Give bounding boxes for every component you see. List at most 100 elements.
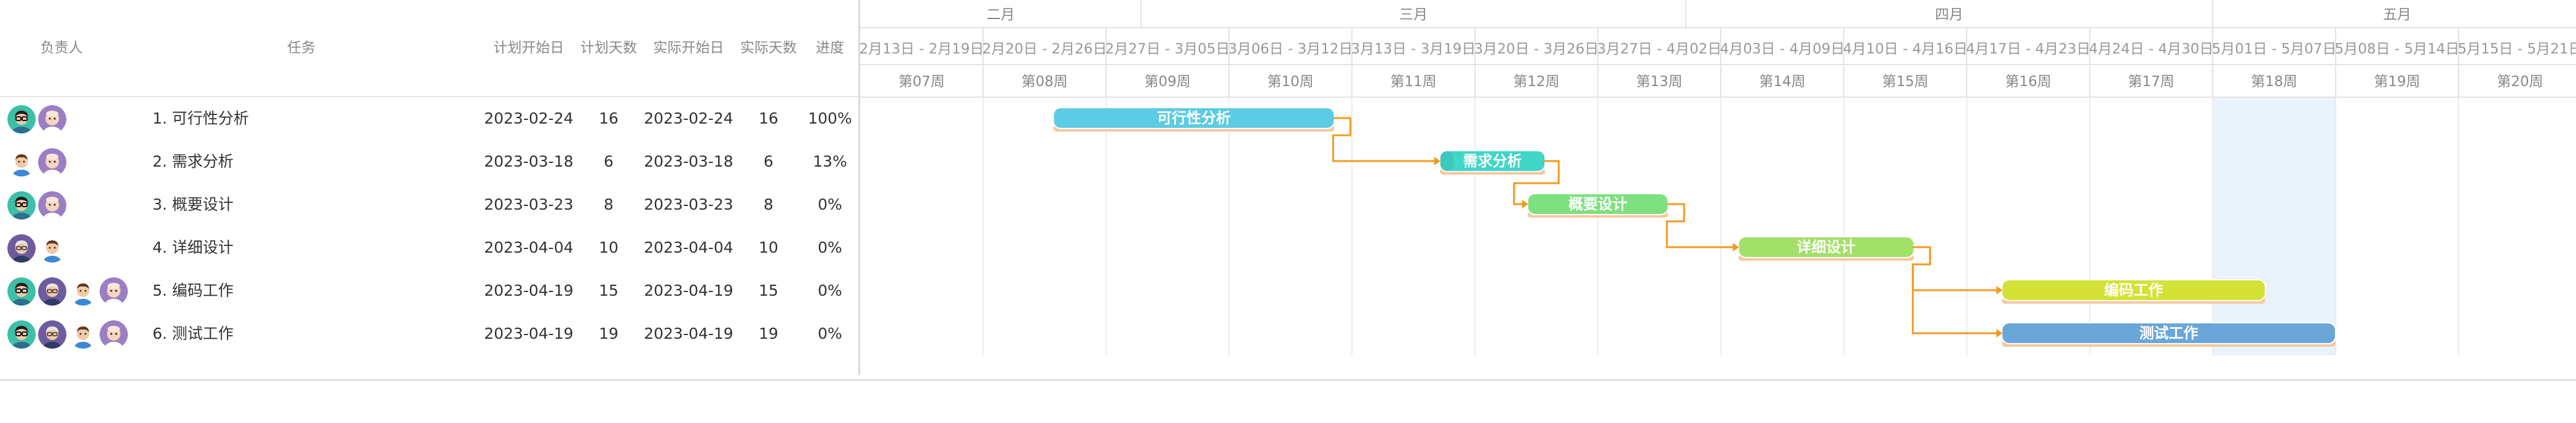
actual-days: 15 bbox=[759, 282, 778, 299]
task-bar-label: 可行性分析 bbox=[1157, 109, 1231, 127]
current-week-highlight bbox=[2213, 97, 2336, 355]
avatar-white-man-icon bbox=[7, 148, 36, 176]
header-plan-start: 计划开始日 bbox=[493, 40, 564, 56]
avatar-green-glasses-icon bbox=[7, 320, 36, 349]
task-bar-label: 详细设计 bbox=[1796, 239, 1855, 256]
actual-days: 10 bbox=[759, 239, 778, 256]
task-name: 3. 概要设计 bbox=[152, 196, 234, 213]
actual-start: 2023-04-04 bbox=[644, 239, 733, 256]
month-label: 三月 bbox=[1399, 7, 1428, 23]
table-row[interactable]: 3. 概要设计 2023-03-23 8 2023-03-23 8 0% bbox=[0, 183, 859, 226]
progress-value: 0% bbox=[818, 282, 842, 299]
column-splitter[interactable] bbox=[858, 0, 860, 375]
week-range-label: 2月13日 - 2月19日 bbox=[860, 41, 984, 57]
header-actual-days: 实际天数 bbox=[740, 40, 797, 56]
header-progress: 进度 bbox=[816, 40, 844, 56]
avatar-purple-bald-icon bbox=[100, 277, 128, 306]
owner-avatars bbox=[7, 148, 66, 176]
actual-start: 2023-03-18 bbox=[644, 152, 733, 170]
progress-value: 100% bbox=[808, 109, 852, 127]
plan-days: 16 bbox=[599, 109, 618, 127]
week-number-label: 第18周 bbox=[2251, 74, 2297, 90]
week-range-label: 3月20日 - 3月26日 bbox=[1474, 41, 1599, 57]
plan-days: 15 bbox=[599, 282, 618, 299]
owner-avatars bbox=[7, 320, 128, 349]
plan-start: 2023-03-23 bbox=[484, 196, 574, 213]
header-owner: 负责人 bbox=[40, 40, 83, 56]
table-row[interactable]: 4. 详细设计 2023-04-04 10 2023-04-04 10 0% bbox=[0, 226, 859, 269]
plan-start: 2023-04-19 bbox=[484, 325, 574, 342]
avatar-white-man-icon bbox=[38, 234, 66, 263]
avatar-purple-elder-icon bbox=[7, 234, 36, 263]
week-range-label: 4月10日 - 4月16日 bbox=[1843, 41, 1968, 57]
week-range-label: 4月03日 - 4月09日 bbox=[1720, 41, 1845, 57]
avatar-green-glasses-icon bbox=[7, 277, 36, 306]
week-number-label: 第17周 bbox=[2128, 74, 2174, 90]
progress-value: 0% bbox=[818, 325, 842, 342]
task-name: 6. 测试工作 bbox=[152, 325, 234, 342]
week-number-label: 第11周 bbox=[1390, 74, 1436, 90]
progress-value: 13% bbox=[813, 152, 847, 170]
dependency-arrow-icon bbox=[1434, 157, 1440, 165]
table-row[interactable]: 1. 可行性分析 2023-02-24 16 2023-02-24 16 100… bbox=[0, 97, 859, 140]
plan-days: 6 bbox=[604, 152, 614, 170]
week-number-label: 第10周 bbox=[1267, 74, 1313, 90]
avatar-purple-bald-icon bbox=[38, 105, 66, 133]
week-range-label: 5月01日 - 5月07日 bbox=[2212, 41, 2337, 57]
task-progress-fill bbox=[1439, 151, 1454, 172]
plan-days: 8 bbox=[604, 196, 614, 213]
owner-avatars bbox=[7, 277, 128, 306]
avatar-white-man-icon bbox=[69, 277, 97, 306]
actual-start: 2023-04-19 bbox=[644, 282, 733, 299]
owner-avatars bbox=[7, 105, 66, 133]
week-number-label: 第19周 bbox=[2374, 74, 2420, 90]
task-bar-label: 概要设计 bbox=[1568, 196, 1627, 213]
progress-value: 0% bbox=[818, 239, 842, 256]
dependency-line bbox=[1332, 117, 1436, 162]
header-actual-start: 实际开始日 bbox=[653, 40, 724, 56]
bottom-border bbox=[0, 379, 2576, 381]
week-number-label: 第08周 bbox=[1021, 74, 1067, 90]
week-number-label: 第14周 bbox=[1759, 74, 1805, 90]
week-range-label: 3月27日 - 4月02日 bbox=[1597, 41, 1722, 57]
table-row[interactable]: 5. 编码工作 2023-04-19 15 2023-04-19 15 0% bbox=[0, 269, 859, 312]
week-number-label: 第16周 bbox=[2005, 74, 2051, 90]
dependency-line bbox=[1513, 160, 1560, 205]
week-range-label: 5月08日 - 5月14日 bbox=[2335, 41, 2460, 57]
week-number-label: 第13周 bbox=[1636, 74, 1682, 90]
week-range-label: 4月24日 - 4月30日 bbox=[2089, 41, 2214, 57]
plan-start: 2023-03-18 bbox=[484, 152, 574, 170]
dependency-arrow-icon bbox=[1732, 243, 1739, 251]
week-number-label: 第20周 bbox=[2497, 74, 2543, 90]
plan-start: 2023-04-04 bbox=[484, 239, 574, 256]
task-bar-label: 编码工作 bbox=[2104, 282, 2163, 299]
plan-start: 2023-04-19 bbox=[484, 282, 574, 299]
week-range-label: 2月27日 - 3月05日 bbox=[1105, 41, 1230, 57]
month-label: 二月 bbox=[987, 7, 1015, 23]
actual-days: 8 bbox=[764, 196, 773, 213]
week-range-label: 3月06日 - 3月12日 bbox=[1228, 41, 1353, 57]
table-row[interactable]: 6. 测试工作 2023-04-19 19 2023-04-19 19 0% bbox=[0, 312, 859, 355]
task-name: 2. 需求分析 bbox=[152, 152, 234, 170]
avatar-purple-bald-icon bbox=[38, 191, 66, 219]
table-row[interactable]: 2. 需求分析 2023-03-18 6 2023-03-18 6 13% bbox=[0, 140, 859, 183]
actual-start: 2023-03-23 bbox=[644, 196, 733, 213]
task-table-header: 负责人 任务 计划开始日 计划天数 实际开始日 实际天数 进度 bbox=[0, 0, 859, 97]
month-label: 五月 bbox=[2383, 7, 2411, 23]
avatar-white-man-icon bbox=[69, 320, 97, 349]
week-range-label: 5月15日 - 5月21日 bbox=[2458, 41, 2576, 57]
dependency-arrow-icon bbox=[1996, 286, 2003, 295]
progress-value: 0% bbox=[818, 196, 842, 213]
owner-avatars bbox=[7, 234, 66, 263]
header-task: 任务 bbox=[287, 40, 315, 56]
week-number-label: 第09周 bbox=[1144, 74, 1190, 90]
week-range-label: 2月20日 - 2月26日 bbox=[982, 41, 1107, 57]
actual-days: 6 bbox=[764, 152, 773, 170]
week-range-label: 3月13日 - 3月19日 bbox=[1351, 41, 1476, 57]
gantt-chart: 二月 三月 四月 五月 2月13日 - 2月19日 第07周 2月20日 - 2月26日 第0… bbox=[860, 0, 2576, 379]
avatar-purple-elder-icon bbox=[38, 277, 66, 306]
week-range-label: 4月17日 - 4月23日 bbox=[1966, 41, 2091, 57]
dependency-arrow-icon bbox=[1522, 200, 1528, 208]
task-bar-label: 测试工作 bbox=[2139, 325, 2199, 342]
dependency-line bbox=[1911, 246, 1999, 291]
